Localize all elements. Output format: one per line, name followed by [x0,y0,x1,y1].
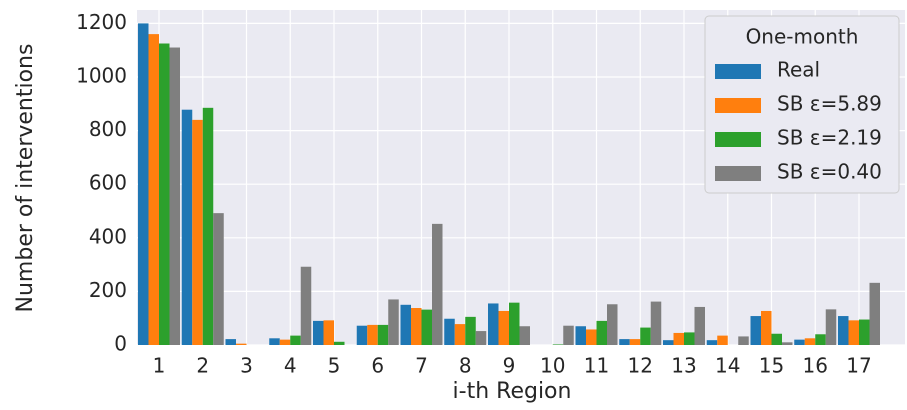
bar [761,310,772,345]
bar [575,326,586,345]
bar [706,340,718,345]
x-tick-label: 17 [846,354,871,378]
x-tick-label: 11 [584,354,609,378]
bar [313,320,324,345]
y-tick-label: 1200 [76,10,127,34]
x-tick-label: 1 [153,354,166,378]
bar [400,304,411,345]
bar [663,340,674,345]
bar [225,339,236,345]
bar [771,333,782,345]
bar [619,339,630,345]
bar [367,324,378,345]
x-tick-label: 4 [284,354,297,378]
legend-swatch [715,166,761,181]
bar [815,334,826,345]
bar [498,310,509,345]
y-tick-label: 0 [114,332,127,356]
bar [750,316,761,345]
bar [519,326,530,345]
bar [169,47,180,346]
bar [421,309,432,345]
x-tick-label: 15 [759,354,784,378]
bar [509,302,520,345]
legend-label: SB ε=2.19 [777,126,882,150]
bar [334,341,345,345]
bar [269,338,280,345]
x-tick-label: 3 [240,354,253,378]
legend-swatch [715,64,761,79]
bar [377,324,389,345]
x-tick-label: 8 [459,354,472,378]
x-tick-label: 2 [196,354,209,378]
bar [323,320,334,345]
bar [432,223,443,345]
bar [650,301,662,345]
bar [673,332,684,345]
bar [454,324,466,345]
bar [563,325,574,345]
bar [586,329,597,345]
x-tick-label: 9 [503,354,516,378]
bar [717,335,728,345]
x-axis-label: i-th Region [453,379,572,404]
x-tick-label: 16 [803,354,828,378]
y-tick-label: 400 [89,224,127,248]
bar [290,335,301,345]
legend-swatch [715,132,761,147]
x-tick-label: 12 [628,354,653,378]
bar [279,339,291,345]
legend-swatch [715,98,761,113]
legend-title: One-month [746,25,859,49]
bar [838,316,849,345]
bar [236,343,247,345]
y-tick-label: 1000 [76,64,127,88]
bar [488,303,499,345]
bar [596,320,607,345]
bar [738,336,749,345]
bar [804,338,816,345]
bar [213,213,224,345]
bar [794,339,805,345]
bar [465,316,476,345]
bar [181,109,193,345]
bar [552,344,564,345]
bar [356,325,368,345]
bar [629,339,641,345]
x-tick-label: 7 [415,354,428,378]
bar [444,318,455,345]
bar [859,319,870,345]
y-axis-label: Number of interventions [13,44,38,313]
bar [148,34,159,346]
bar [607,304,618,345]
y-tick-label: 600 [89,171,127,195]
bar [202,107,214,345]
x-tick-label: 10 [540,354,565,378]
bar [300,266,312,345]
x-tick-label: 6 [371,354,384,378]
legend-label: SB ε=5.89 [777,92,882,116]
bar [782,342,793,345]
bar [138,23,149,346]
bar [684,332,695,345]
legend-label: Real [777,58,820,82]
bar [159,43,170,345]
legend-label: SB ε=0.40 [777,160,882,184]
bar [825,309,837,345]
y-tick-label: 800 [89,117,127,141]
bar [475,331,487,345]
bar [694,306,705,345]
bar [848,320,859,345]
x-tick-label: 14 [715,354,740,378]
bar [192,119,203,345]
x-tick-label: 13 [671,354,696,378]
x-tick-label: 5 [328,354,341,378]
bar [869,282,880,345]
y-tick-label: 200 [89,278,127,302]
bar [388,299,399,345]
legend-box [704,15,900,194]
bar [411,308,422,345]
bar [640,327,651,345]
